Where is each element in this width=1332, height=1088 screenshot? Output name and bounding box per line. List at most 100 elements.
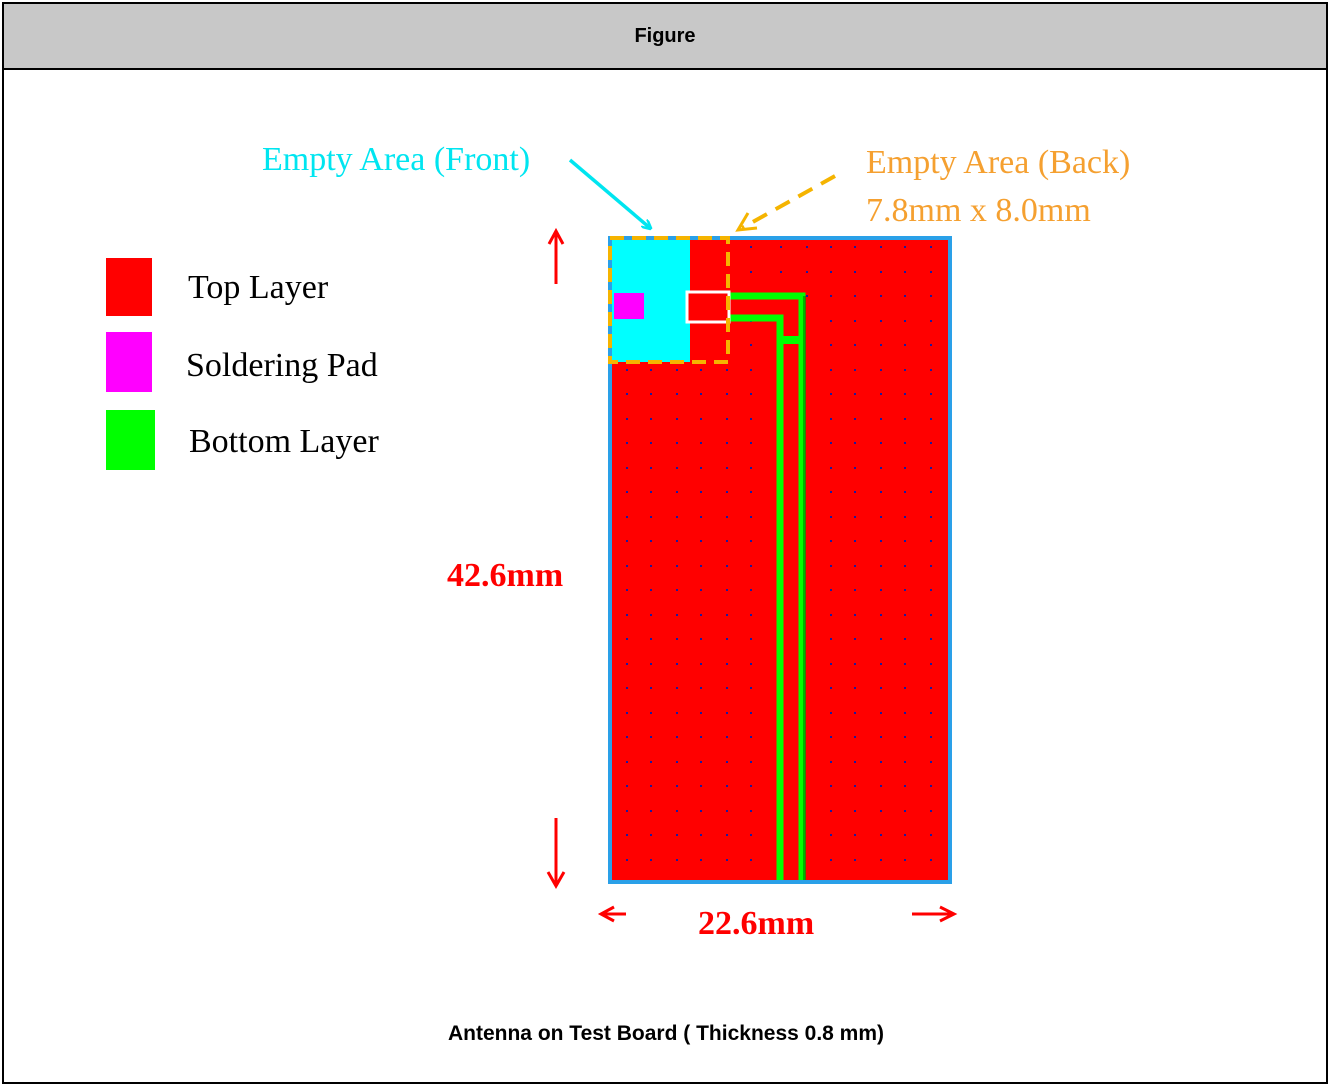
via bbox=[830, 785, 832, 787]
via bbox=[750, 859, 752, 861]
figure-title: Figure bbox=[634, 24, 696, 47]
via bbox=[930, 467, 932, 469]
via bbox=[626, 638, 628, 640]
via bbox=[930, 638, 932, 640]
via bbox=[750, 540, 752, 542]
via bbox=[726, 712, 728, 714]
via bbox=[700, 442, 702, 444]
via bbox=[830, 638, 832, 640]
via bbox=[626, 736, 628, 738]
via bbox=[676, 540, 678, 542]
via bbox=[930, 491, 932, 493]
via bbox=[806, 295, 808, 297]
via bbox=[830, 859, 832, 861]
via bbox=[854, 393, 856, 395]
via bbox=[930, 614, 932, 616]
via bbox=[830, 369, 832, 371]
via bbox=[700, 810, 702, 812]
via bbox=[750, 663, 752, 665]
via bbox=[726, 491, 728, 493]
via bbox=[854, 565, 856, 567]
via bbox=[854, 834, 856, 836]
via bbox=[726, 516, 728, 518]
via bbox=[650, 369, 652, 371]
via bbox=[650, 565, 652, 567]
via bbox=[650, 834, 652, 836]
via bbox=[880, 638, 882, 640]
via bbox=[880, 614, 882, 616]
via bbox=[930, 442, 932, 444]
via bbox=[930, 540, 932, 542]
via bbox=[930, 295, 932, 297]
figure-header: Figure bbox=[4, 4, 1326, 70]
via bbox=[676, 736, 678, 738]
via bbox=[854, 663, 856, 665]
via bbox=[750, 344, 752, 346]
via bbox=[676, 442, 678, 444]
via bbox=[904, 834, 906, 836]
via bbox=[830, 418, 832, 420]
via bbox=[880, 761, 882, 763]
via bbox=[880, 295, 882, 297]
via bbox=[854, 295, 856, 297]
via bbox=[830, 271, 832, 273]
via bbox=[726, 540, 728, 542]
via bbox=[650, 491, 652, 493]
via bbox=[626, 442, 628, 444]
via bbox=[626, 369, 628, 371]
via bbox=[904, 638, 906, 640]
via bbox=[676, 418, 678, 420]
via bbox=[930, 320, 932, 322]
via bbox=[626, 540, 628, 542]
via bbox=[854, 614, 856, 616]
via bbox=[750, 442, 752, 444]
via bbox=[830, 295, 832, 297]
via bbox=[700, 687, 702, 689]
via bbox=[750, 246, 752, 248]
via bbox=[676, 467, 678, 469]
width-label: 22.6mm bbox=[698, 905, 814, 942]
via bbox=[930, 834, 932, 836]
via bbox=[700, 491, 702, 493]
via bbox=[700, 859, 702, 861]
via bbox=[880, 320, 882, 322]
via bbox=[930, 565, 932, 567]
via bbox=[676, 810, 678, 812]
width-arrow-right-head bbox=[939, 905, 958, 923]
via bbox=[854, 271, 856, 273]
via bbox=[676, 859, 678, 861]
via bbox=[880, 810, 882, 812]
via bbox=[854, 246, 856, 248]
via bbox=[650, 516, 652, 518]
via bbox=[750, 761, 752, 763]
via bbox=[806, 246, 808, 248]
via bbox=[930, 663, 932, 665]
via bbox=[750, 393, 752, 395]
via bbox=[930, 785, 932, 787]
via bbox=[750, 589, 752, 591]
via bbox=[930, 271, 932, 273]
via bbox=[626, 393, 628, 395]
via bbox=[700, 736, 702, 738]
via bbox=[904, 663, 906, 665]
via bbox=[726, 467, 728, 469]
via bbox=[830, 687, 832, 689]
via bbox=[700, 785, 702, 787]
via bbox=[904, 761, 906, 763]
via bbox=[650, 810, 652, 812]
via bbox=[626, 565, 628, 567]
legend-swatch-soldering-pad bbox=[106, 332, 152, 392]
via bbox=[880, 491, 882, 493]
via bbox=[904, 589, 906, 591]
via bbox=[904, 810, 906, 812]
width-dimension bbox=[597, 905, 958, 923]
via bbox=[650, 393, 652, 395]
via bbox=[676, 516, 678, 518]
via bbox=[650, 418, 652, 420]
via bbox=[700, 565, 702, 567]
via bbox=[904, 516, 906, 518]
via bbox=[880, 418, 882, 420]
via bbox=[626, 516, 628, 518]
via bbox=[650, 467, 652, 469]
via bbox=[676, 761, 678, 763]
